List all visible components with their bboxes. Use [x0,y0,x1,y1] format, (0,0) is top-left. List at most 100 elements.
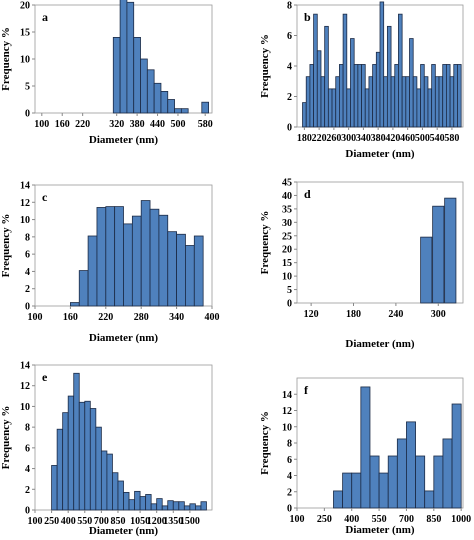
histogram-bar [369,455,380,509]
x-tick-label: 540 [430,133,445,144]
histogram-bar [302,102,307,128]
histogram-bar [140,58,148,114]
histogram-bar [183,505,191,511]
y-tick-label: 5 [287,285,292,296]
x-tick-label: 340 [356,133,371,144]
y-axis-label: Frequency % [259,34,271,98]
panel-c: 0 2 4 6 8 10 12 14 100 160 220 280 340 400 Diameter (n… [0,181,220,345]
histogram-bar [432,205,445,304]
x-tick-label: 580 [444,133,459,144]
x-axis-label: Diameter (nm) [89,525,158,537]
x-tick-label: 100 [290,514,305,525]
y-tick-label: 4 [25,267,30,278]
x-tick-label: 220 [98,312,113,323]
histogram-bar [150,503,158,511]
histogram-bar [416,88,421,128]
y-tick-label: 0 [25,506,30,517]
x-tick-label: 400 [344,514,359,525]
y-tick-label: 2 [287,487,292,498]
x-tick-label: 260 [326,133,341,144]
y-tick-label: 4 [25,464,30,475]
histogram-bar [372,64,377,128]
x-tick-label: 120 [304,309,319,320]
histogram-bar [398,13,403,128]
histogram-bar [431,64,436,128]
panel-label: f [304,383,309,397]
histogram-bar [51,465,58,511]
x-tick-label: 1200 [147,516,167,527]
x-axis-label: Diameter (nm) [89,134,158,146]
histogram-bar [386,25,392,128]
y-tick-label: 15 [20,28,30,39]
x-tick-label: 850 [426,514,441,525]
x-tick-label: 280 [134,312,149,323]
x-tick-label: 220 [312,133,327,144]
y-tick-label: 8 [287,439,292,450]
y-tick-label: 20 [282,245,292,256]
y-axis-label: Frequency % [0,27,12,91]
x-tick-label: 180 [297,133,312,144]
panel-label: a [42,10,48,24]
histogram-bar [193,235,204,307]
histogram-bar [390,76,396,128]
y-tick-label: 0 [287,299,292,310]
histogram-bar [67,395,75,511]
x-tick-label: 100 [28,312,43,323]
y-tick-label: 10 [282,422,292,433]
histogram-bar [134,490,141,511]
x-tick-label: 500 [415,133,430,144]
y-tick-label: 10 [20,215,30,226]
histogram-bar [444,197,457,304]
y-axis-label: Frequency % [259,211,271,275]
histogram-bar [438,76,444,128]
panel-label: e [42,370,48,384]
histogram-bar [357,64,362,128]
x-tick-label: 180 [346,309,361,320]
x-axis-label: Diameter (nm) [345,148,414,160]
x-axis-label: Diameter (nm) [345,524,414,536]
x-tick-label: 1050 [130,516,150,527]
histogram-bar [353,64,359,128]
y-tick-label: 0 [25,109,30,120]
histogram-bar [320,76,326,128]
x-tick-label: 380 [371,133,386,144]
y-tick-label: 35 [282,204,292,215]
histogram-bar [156,498,163,511]
histogram-bar [73,372,80,511]
histogram-bar [78,401,86,511]
x-tick-label: 320 [109,119,124,130]
x-tick-label: 380 [130,119,145,130]
histogram-bar [420,236,433,304]
histogram-bar [451,403,462,509]
histogram-bar [117,480,124,511]
y-tick-label: 30 [282,218,292,229]
histogram-bar [420,64,425,128]
y-tick-label: 12 [282,406,292,417]
histogram-bar [333,490,344,509]
histogram-bar [316,50,322,128]
y-tick-label: 0 [287,123,292,134]
x-tick-label: 700 [94,516,109,527]
histogram-bar [342,13,348,128]
histogram-bar [100,450,108,511]
histogram-bar [62,412,69,511]
histogram-bar [406,421,416,509]
histogram-bar [176,233,186,307]
y-tick-label: 14 [20,181,30,192]
y-tick-label: 12 [20,381,30,392]
panel-a: 0 5 10 15 20 100 160 220 320 380 440 500 580 Diameter… [0,0,213,146]
y-tick-label: 45 [282,178,292,189]
y-tick-label: 2 [25,485,30,496]
histogram-bar [401,76,407,128]
y-tick-label: 5 [25,82,30,93]
histogram-bar [87,235,98,307]
x-tick-label: 240 [388,309,403,320]
histogram-bar [457,64,462,128]
y-axis-label: Frequency % [0,214,12,278]
x-tick-label: 250 [317,514,332,525]
y-axis-label: Frequency % [0,406,12,470]
histogram-bar [145,494,152,511]
histogram-bar [114,206,124,307]
y-tick-label: 15 [282,258,292,269]
y-tick-label: 8 [287,1,292,12]
